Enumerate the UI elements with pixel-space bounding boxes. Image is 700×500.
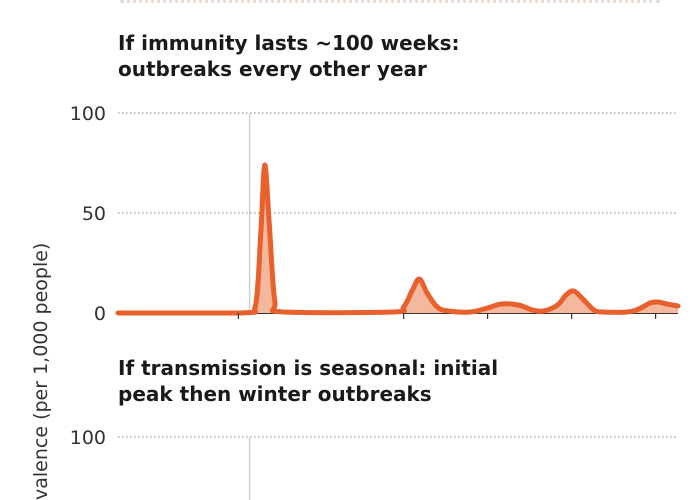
y-axis-label: valence (per 1,000 people) [30,243,52,500]
panel-1-title-line-2: outbreaks every other year [118,57,427,81]
panel-1-ytick-label-50: 50 [82,203,106,225]
top-cropped-strip [120,0,660,9]
panel-1-area-fill [118,164,678,313]
panel-1-ytick-label-0: 0 [94,303,106,325]
panel-1-ytick-label-100: 100 [70,103,106,125]
panel-2-ytick-label-100: 100 [70,427,106,449]
panel-1-series-line [115,162,681,316]
panel-2-title-line-2: peak then winter outbreaks [118,382,432,406]
panel-2-title-line-1: If transmission is seasonal: initial [118,356,499,380]
panel-1-title-line-1: If immunity lasts ~100 weeks: [118,31,460,55]
panel-2-title: If transmission is seasonal: initial pea… [118,355,498,407]
panel-1-title: If immunity lasts ~100 weeks: outbreaks … [118,30,460,82]
